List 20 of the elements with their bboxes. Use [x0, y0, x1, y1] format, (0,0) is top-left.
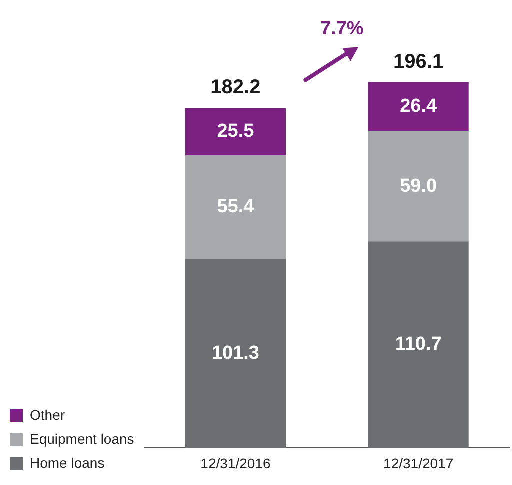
data-label: 110.7 [395, 334, 442, 356]
bar [368, 242, 469, 448]
bar [185, 108, 286, 156]
total-label: 182.2 [210, 76, 261, 99]
legend-label: Equipment loans [30, 430, 134, 447]
bar [368, 82, 469, 132]
data-label: 59.0 [400, 176, 438, 197]
legend-label: Home loans [30, 454, 105, 471]
x-tick-label: 12/31/2016 [200, 455, 271, 472]
bar [185, 259, 286, 448]
total-label: 196.1 [394, 50, 444, 73]
text: 7.7% [320, 18, 364, 40]
data-label: 26.4 [400, 96, 438, 118]
data-label: 25.5 [217, 121, 255, 142]
data-label: 55.4 [217, 196, 255, 218]
data-label: 101.3 [212, 342, 260, 364]
legend-label: Other [30, 406, 66, 423]
x-tick-label: 12/31/2017 [384, 455, 454, 472]
bar [185, 156, 286, 260]
bar [368, 132, 469, 242]
